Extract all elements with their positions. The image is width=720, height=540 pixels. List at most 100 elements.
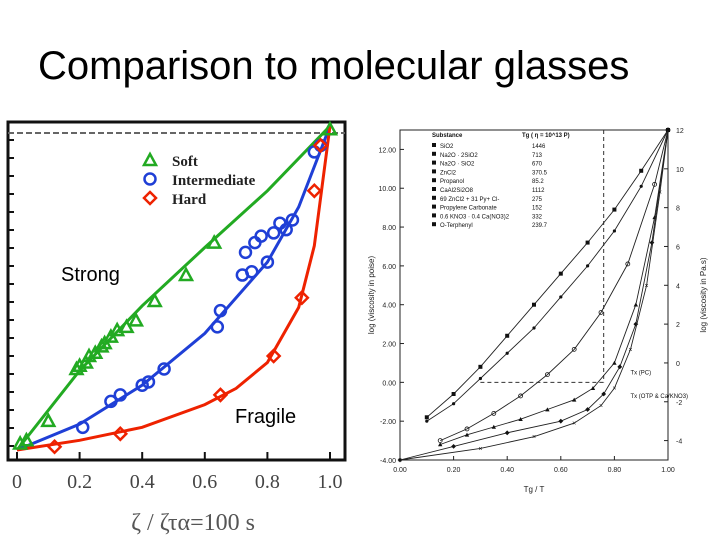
curve-marker — [586, 264, 590, 268]
x-tick-label: 1.0 — [318, 471, 343, 493]
curve-marker — [464, 426, 470, 432]
x-tick-label: 0.6 — [192, 471, 217, 493]
data-point-hard — [46, 438, 63, 455]
data-point-intermediate — [285, 213, 300, 227]
data-point-intermediate — [266, 226, 281, 240]
curve-marker — [451, 392, 456, 396]
curve-marker — [518, 393, 524, 399]
curve-marker — [558, 418, 564, 424]
data-point-intermediate — [75, 420, 90, 435]
data-point-intermediate — [254, 229, 268, 243]
legend-name: ZnCl2 — [440, 170, 457, 176]
curve-marker — [505, 333, 510, 338]
legend-marker — [432, 143, 436, 147]
right-chart: 0.00 0.20 0.40 0.60 0.80 1.00 Tg / T -4.00 -2.00… — [367, 128, 708, 495]
curve-marker: × — [532, 434, 536, 441]
curve-marker — [625, 261, 631, 267]
fit-line-soft — [15, 124, 332, 451]
y-tick-label-right: 6 — [676, 244, 680, 251]
curve-marker — [598, 310, 604, 315]
plot-frame — [399, 129, 669, 461]
data-point-soft — [71, 357, 88, 373]
fragile-label: Fragile — [235, 406, 297, 428]
legend-label-intermediate: Intermediate — [172, 173, 256, 189]
data-point-intermediate — [238, 245, 253, 260]
legend-marker — [432, 151, 436, 156]
legend-marker — [432, 213, 436, 218]
data-point-intermediate — [260, 255, 275, 269]
y-axis-label-left: log (viscosity in poise) — [367, 256, 376, 335]
curve-marker: × — [658, 190, 662, 197]
viscosity-curve — [399, 129, 669, 461]
data-point-hard — [306, 183, 323, 199]
strong-label: Strong — [61, 264, 120, 286]
x-tick-label: 0.00 — [393, 467, 407, 474]
curve-marker — [532, 302, 536, 307]
legend-name: Na2O · SiO2 — [440, 162, 475, 168]
x-tick-label: 0.8 — [255, 471, 280, 493]
curve-marker — [438, 442, 443, 447]
y-tick-label-left: 8.00 — [382, 225, 396, 232]
data-point-hard — [212, 387, 229, 403]
curve-marker: × — [478, 446, 482, 453]
curve-marker: × — [612, 386, 616, 393]
legend-marker — [432, 178, 436, 183]
curve-marker — [612, 207, 617, 212]
legend-tg: 152 — [532, 206, 543, 212]
curve-marker — [639, 168, 644, 173]
curve-marker — [544, 372, 550, 377]
data-point-intermediate — [104, 394, 118, 409]
x-tick-label: 0.2 — [67, 471, 92, 493]
curve-marker — [464, 432, 470, 437]
annotation-tx-pc: Tx (PC) — [630, 371, 651, 377]
curve-marker — [601, 391, 607, 397]
x-tick-label: 1.00 — [661, 467, 675, 474]
legend-marker — [432, 222, 436, 227]
data-point-hard — [112, 426, 129, 442]
legend-marker-intermediate — [143, 172, 157, 186]
data-point-soft — [80, 347, 98, 363]
legend-marker — [432, 195, 436, 200]
legend-marker-hard — [142, 190, 158, 206]
data-point-soft — [109, 321, 126, 337]
y-tick-label-right: -2 — [676, 400, 682, 407]
legend-name: SiO2 — [440, 144, 454, 150]
data-point-intermediate — [210, 320, 225, 334]
fit-line-hard — [16, 125, 332, 452]
legend-label-hard: Hard — [172, 192, 207, 208]
curve-marker — [545, 407, 550, 412]
data-point-soft — [206, 234, 223, 249]
y-tick-label-right: 12 — [676, 128, 684, 135]
data-point-soft — [321, 120, 339, 136]
y-tick-label-right: 0 — [676, 361, 680, 368]
data-point-intermediate — [113, 388, 128, 402]
y-tick-label-right: 4 — [676, 283, 680, 290]
data-point-hard — [265, 348, 282, 364]
curve-marker: × — [572, 421, 576, 428]
legend-tg: 670 — [532, 162, 543, 168]
legend-header-substance: Substance — [432, 133, 463, 139]
legend-header-tg: Tg ( η = 10^13 P) — [522, 133, 570, 139]
curve-marker — [571, 346, 577, 352]
y-tick-label-right: 8 — [676, 206, 680, 213]
curve-marker — [559, 295, 563, 299]
curve-marker — [478, 364, 483, 369]
data-point-intermediate — [157, 362, 171, 376]
data-point-soft — [18, 431, 35, 447]
legend-tg: 275 — [532, 197, 543, 203]
legend-name: CaAl2Si2O8 — [440, 188, 474, 194]
curve-marker — [504, 430, 510, 436]
annotation-tx-otp: Tx (OTP & Ca/KNO3) — [630, 394, 688, 400]
x-axis-label: ζ / ζτα=100 s — [131, 510, 255, 536]
curve-marker — [612, 360, 617, 365]
curve-marker: × — [628, 347, 632, 354]
y-tick-label-left: 0.00 — [382, 380, 396, 387]
legend-tg: 85.2 — [532, 179, 544, 185]
curve-marker: × — [599, 403, 603, 410]
legend-name: 0.6 KNO3 · 0.4 Ca(NO3)2 — [440, 214, 510, 220]
curve-marker — [633, 302, 639, 307]
curve-marker — [491, 411, 497, 416]
curve-marker — [585, 407, 590, 412]
curve-marker — [478, 376, 482, 381]
y-tick-label-left: -2.00 — [380, 419, 396, 426]
